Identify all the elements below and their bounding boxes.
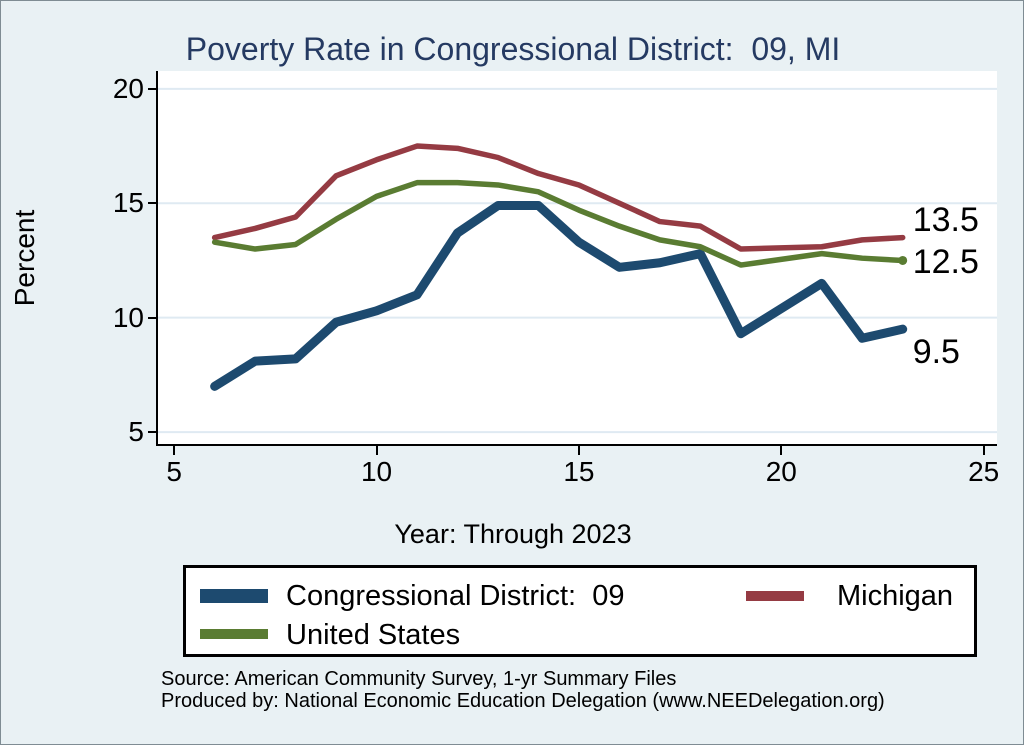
y-axis-tick xyxy=(148,87,157,90)
x-tick-label: 5 xyxy=(166,456,182,487)
series-end-label: 13.5 xyxy=(912,200,979,239)
y-axis-tick xyxy=(148,202,157,205)
x-axis-title: Year: Through 2023 xyxy=(394,519,632,549)
footnotes: Source: American Community Survey, 1-yr … xyxy=(161,668,981,712)
y-tick-label: 5 xyxy=(128,416,144,448)
legend-box: Congressional District: 09 Michigan Unit… xyxy=(183,565,977,657)
x-tick-label: 20 xyxy=(765,456,797,487)
footnote-source: Source: American Community Survey, 1-yr … xyxy=(161,668,677,690)
y-tick-label: 15 xyxy=(112,187,144,219)
legend-swatch-congressional-district-09 xyxy=(200,589,268,603)
chart-title: Poverty Rate in Congressional District: … xyxy=(185,31,841,67)
legend-swatch-united-states xyxy=(200,629,268,639)
x-tick-label: 25 xyxy=(968,456,1000,487)
series-end-label: 9.5 xyxy=(912,333,960,372)
x-axis-tick xyxy=(375,446,378,455)
x-axis-tick xyxy=(982,446,985,455)
series-line-congressional-district-09 xyxy=(210,201,908,391)
y-axis-tick xyxy=(148,316,157,319)
x-axis-tick xyxy=(577,446,580,455)
y-tick-label: 20 xyxy=(112,72,144,104)
x-axis-line xyxy=(156,444,997,446)
x-axis-tick xyxy=(780,446,783,455)
legend-label-united-states: United States xyxy=(286,619,461,651)
x-axis-tick xyxy=(173,446,176,455)
series-line-michigan xyxy=(211,143,906,252)
legend-swatch-michigan xyxy=(746,591,804,601)
y-tick-label: 10 xyxy=(112,301,144,333)
x-tick-label: 10 xyxy=(360,456,393,487)
legend-label-michigan: Michigan xyxy=(837,580,954,612)
series-end-label: 12.5 xyxy=(912,243,979,282)
y-axis-title: Percent xyxy=(9,209,40,307)
series-end-marker xyxy=(898,255,908,265)
x-tick-label: 15 xyxy=(563,456,595,487)
plot-lines-svg xyxy=(158,87,997,434)
y-axis-tick xyxy=(148,431,157,434)
y-axis-line xyxy=(156,71,158,446)
legend-label-congressional-district-09: Congressional District: 09 xyxy=(286,580,625,612)
series-line-united-states xyxy=(211,179,906,268)
footnote-produced-by: Produced by: National Economic Education… xyxy=(161,689,885,712)
